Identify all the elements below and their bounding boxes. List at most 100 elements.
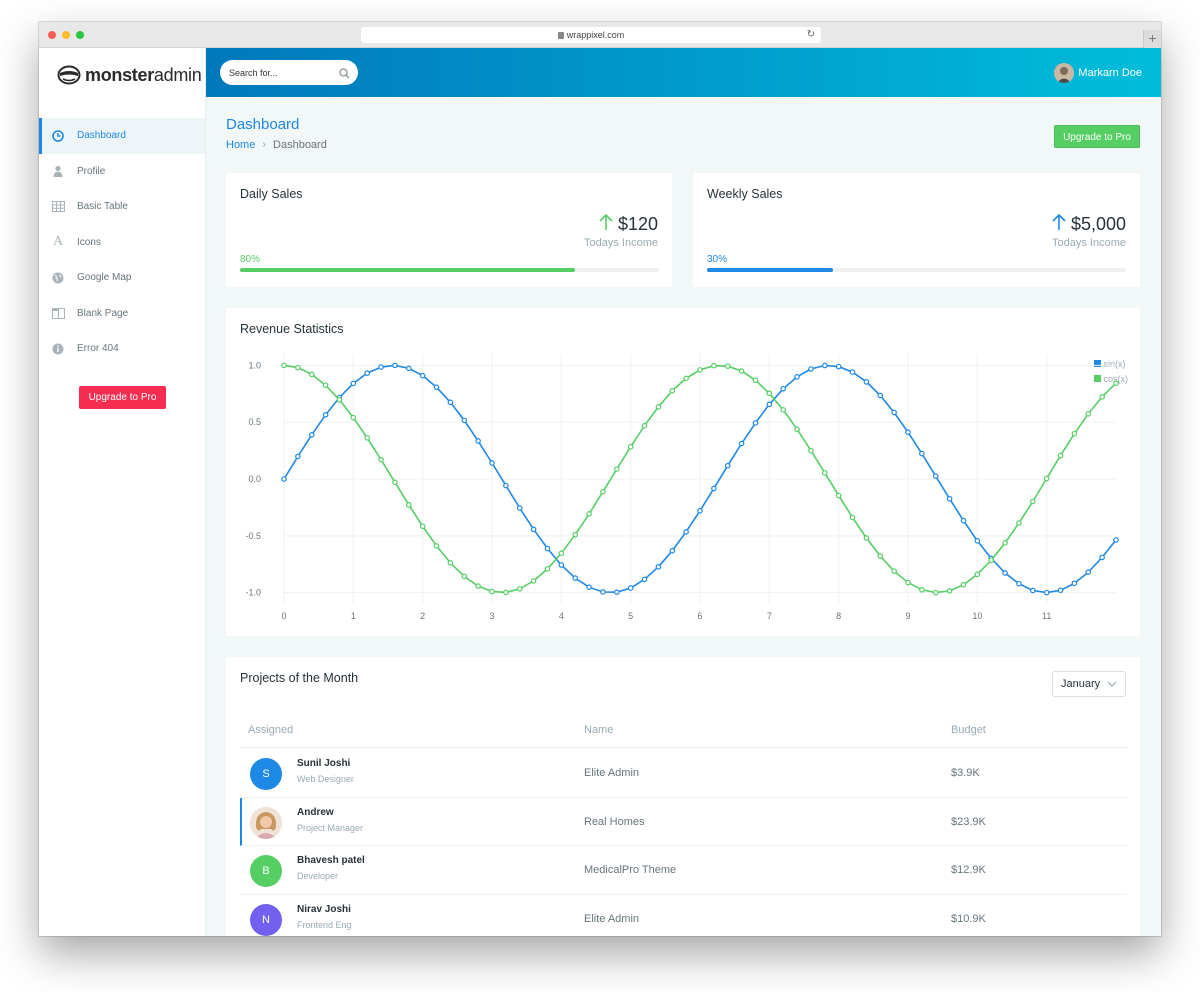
data-point [641,576,648,583]
logo[interactable]: monsteradmin [57,62,202,88]
data-point [392,479,398,486]
data-point [281,362,287,369]
data-point [613,466,620,472]
data-point [835,492,842,499]
projects-card: Projects of the Month January Assigned N… [226,657,1140,936]
sidebar-item-label: Profile [77,165,106,177]
search-box[interactable] [220,60,358,85]
data-point [1085,569,1092,575]
card-title: Weekly Sales [707,187,783,201]
data-point [1085,410,1092,417]
data-point [738,368,745,374]
table-row[interactable]: S Sunil Joshi Web Designer Elite Admin $… [240,749,1127,798]
sidebar-item-google-map[interactable]: Google Map [39,260,205,296]
y-tick-label: 1.0 [248,360,261,370]
arrow-up-icon [598,213,614,236]
data-point [697,367,703,373]
data-point [447,559,454,566]
topbar: Markarn Doe [206,48,1161,97]
sidebar-item-profile[interactable]: Profile [39,154,205,190]
revenue-statistics-card: Revenue Statistics sin(x) cos(x) 1.0 0.5 0… [226,308,1140,636]
assignee-name: Bhavesh patel [297,855,365,866]
table-row[interactable]: Andrew Project Manager Real Homes $23.9K [240,797,1127,846]
data-point [586,584,592,590]
data-point [530,526,537,533]
data-point [544,566,551,572]
data-point [877,392,884,399]
column-header-name: Name [584,724,614,736]
clock-icon [51,129,65,143]
search-icon[interactable] [339,66,350,84]
sidebar-upgrade-button[interactable]: Upgrade to Pro [79,386,166,409]
data-point [503,589,509,596]
data-point [988,557,995,564]
data-point [1016,520,1022,526]
page-title: Dashboard [226,116,300,133]
data-point [295,364,301,371]
assignee-name: Nirav Joshi [297,903,351,915]
data-point [1029,498,1036,505]
data-point [308,431,315,438]
revenue-line-chart: 1.0 0.5 0.0 -0.5 -1.0 0 1 2 3 4 5 6 7 8 9 10 11 [245,354,1119,621]
data-point [406,365,412,372]
avatar: S [250,758,282,790]
data-point [1099,554,1105,561]
data-point [600,488,606,495]
y-tick-label: 0.5 [248,417,261,427]
progress-track [240,268,659,272]
data-point [780,385,787,392]
data-point [281,476,287,482]
table-row[interactable]: B Bhavesh patel Developer MedicalPro The… [240,846,1127,895]
data-point [849,369,856,375]
data-point [1071,430,1078,437]
data-point [849,514,856,521]
sidebar-item-label: Icons [77,236,101,248]
close-window-button[interactable] [48,31,56,39]
data-point [641,422,648,429]
search-input[interactable] [229,67,333,78]
data-point [1099,394,1105,400]
assignee-role: Developer [297,871,339,881]
data-point [600,589,606,595]
data-point [1016,580,1022,587]
assignee-role: Web Designer [297,774,354,784]
new-tab-button[interactable]: + [1143,30,1161,48]
data-point [378,456,384,463]
data-point [946,495,953,502]
sidebar-item-basic-table[interactable]: Basic Table [39,189,205,225]
month-select[interactable]: January [1052,671,1126,697]
weekly-sales-card: Weekly Sales $5,000 Todays Income 30% [693,173,1140,287]
data-point [322,411,329,418]
data-point [766,401,773,408]
data-point [1043,475,1050,482]
data-point [863,379,870,385]
breadcrumb-home-link[interactable]: Home [226,139,256,151]
upgrade-to-pro-button[interactable]: Upgrade to Pro [1054,125,1140,148]
legend-item-sin[interactable]: sin(x) [1093,356,1129,371]
chevron-down-icon [1107,679,1117,692]
info-icon [51,342,65,356]
sales-value: $120 [598,213,658,236]
legend-label: sin(x) [1103,358,1126,369]
user-menu[interactable]: Markarn Doe [1054,63,1142,83]
data-point [711,362,717,369]
address-bar[interactable]: wrappixel.com ↻ [361,27,821,43]
data-point [295,453,301,460]
legend-item-cos[interactable]: cos(x) [1093,371,1128,386]
x-tick-label: 5 [628,611,633,621]
arrow-up-icon [1051,213,1067,236]
sidebar-item-error-404[interactable]: Error 404 [39,331,205,367]
data-point [406,501,412,508]
maximize-window-button[interactable] [76,31,84,39]
sidebar: monsteradmin Dashboard Profile Basic Tab… [39,48,206,936]
reload-icon[interactable]: ↻ [806,29,815,40]
sidebar-item-blank-page[interactable]: Blank Page [39,296,205,332]
data-point [572,531,579,538]
minimize-window-button[interactable] [62,31,70,39]
sidebar-item-icons[interactable]: A Icons [39,225,205,261]
sidebar-item-dashboard[interactable]: Dashboard [39,118,205,154]
table-icon [51,200,65,214]
avatar: B [250,855,282,887]
data-point [752,377,759,384]
table-row[interactable]: N Nirav Joshi Frontend Eng Elite Admin $… [240,895,1127,937]
